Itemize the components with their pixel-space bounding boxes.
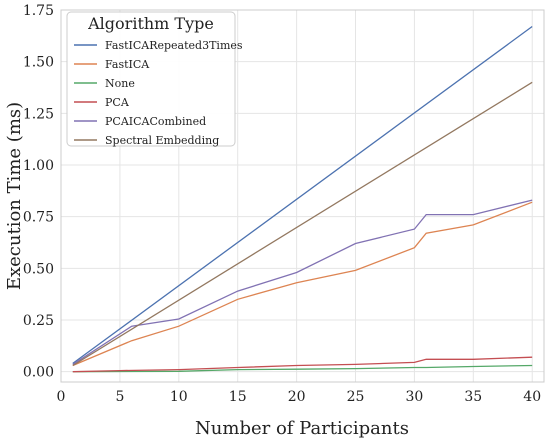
x-tick-label: 5 bbox=[115, 389, 124, 405]
y-tick-label: 1.25 bbox=[23, 106, 54, 122]
series-lines bbox=[72, 25, 533, 373]
legend-entry-pcaicacombined: PCAICACombined bbox=[74, 115, 206, 128]
legend-entries: FastICARepeated3Times FastICA None PCA PCAIC… bbox=[74, 39, 243, 147]
plot-frame bbox=[60, 9, 545, 383]
y-tick-label: 1.50 bbox=[23, 55, 54, 71]
legend-label: PCAICACombined bbox=[105, 115, 206, 128]
legend-entry-spectral-embedding: Spectral Embedding bbox=[74, 134, 219, 147]
legend-entry-pca: PCA bbox=[74, 96, 130, 109]
legend-entry-fastica: FastICA bbox=[74, 58, 150, 71]
x-tick-label: 15 bbox=[229, 389, 247, 405]
series-line-fasticarepeated3times bbox=[72, 25, 533, 364]
y-axis-label: Execution Time (ms) bbox=[4, 102, 25, 290]
series-line-fastica bbox=[72, 201, 533, 367]
series-line-pca bbox=[72, 356, 533, 373]
legend-entry-fasticarepeated3times: FastICARepeated3Times bbox=[74, 39, 243, 52]
legend-entry-none: None bbox=[74, 77, 135, 90]
x-tick-label: 35 bbox=[464, 389, 482, 405]
x-tick-label: 30 bbox=[406, 389, 424, 405]
legend-box bbox=[66, 11, 236, 147]
x-axis-label: Number of Participants bbox=[195, 418, 409, 439]
legend-label: None bbox=[105, 77, 135, 90]
legend-label: FastICA bbox=[105, 58, 150, 71]
legend-label: PCA bbox=[105, 96, 130, 109]
series-line-spectral-embedding bbox=[72, 81, 533, 367]
legend-label: Spectral Embedding bbox=[105, 134, 219, 147]
y-tick-label: 0.25 bbox=[23, 313, 54, 329]
legend-label: FastICARepeated3Times bbox=[105, 39, 243, 52]
y-tick-label: 1.00 bbox=[23, 158, 54, 174]
x-tick-label: 25 bbox=[347, 389, 365, 405]
tick-labels: 0 5 10 15 20 25 30 35 40 0.00 0.25 0.50 0.75 1.00 1.25… bbox=[23, 3, 541, 405]
x-tick-label: 40 bbox=[523, 389, 541, 405]
y-tick-label: 1.75 bbox=[23, 3, 54, 19]
x-tick-label: 0 bbox=[57, 389, 66, 405]
legend-title: Algorithm Type bbox=[87, 14, 214, 33]
x-tick-label: 20 bbox=[288, 389, 306, 405]
series-line-none bbox=[72, 364, 533, 373]
legend: Algorithm Type FastICARepeated3TimesFast… bbox=[66, 11, 243, 147]
x-tick-label: 10 bbox=[170, 389, 188, 405]
y-tick-label: 0.50 bbox=[23, 261, 54, 277]
series-line-pcaicacombined bbox=[72, 199, 533, 365]
y-tick-label: 0.00 bbox=[23, 365, 54, 381]
y-tick-label: 0.75 bbox=[23, 210, 54, 226]
